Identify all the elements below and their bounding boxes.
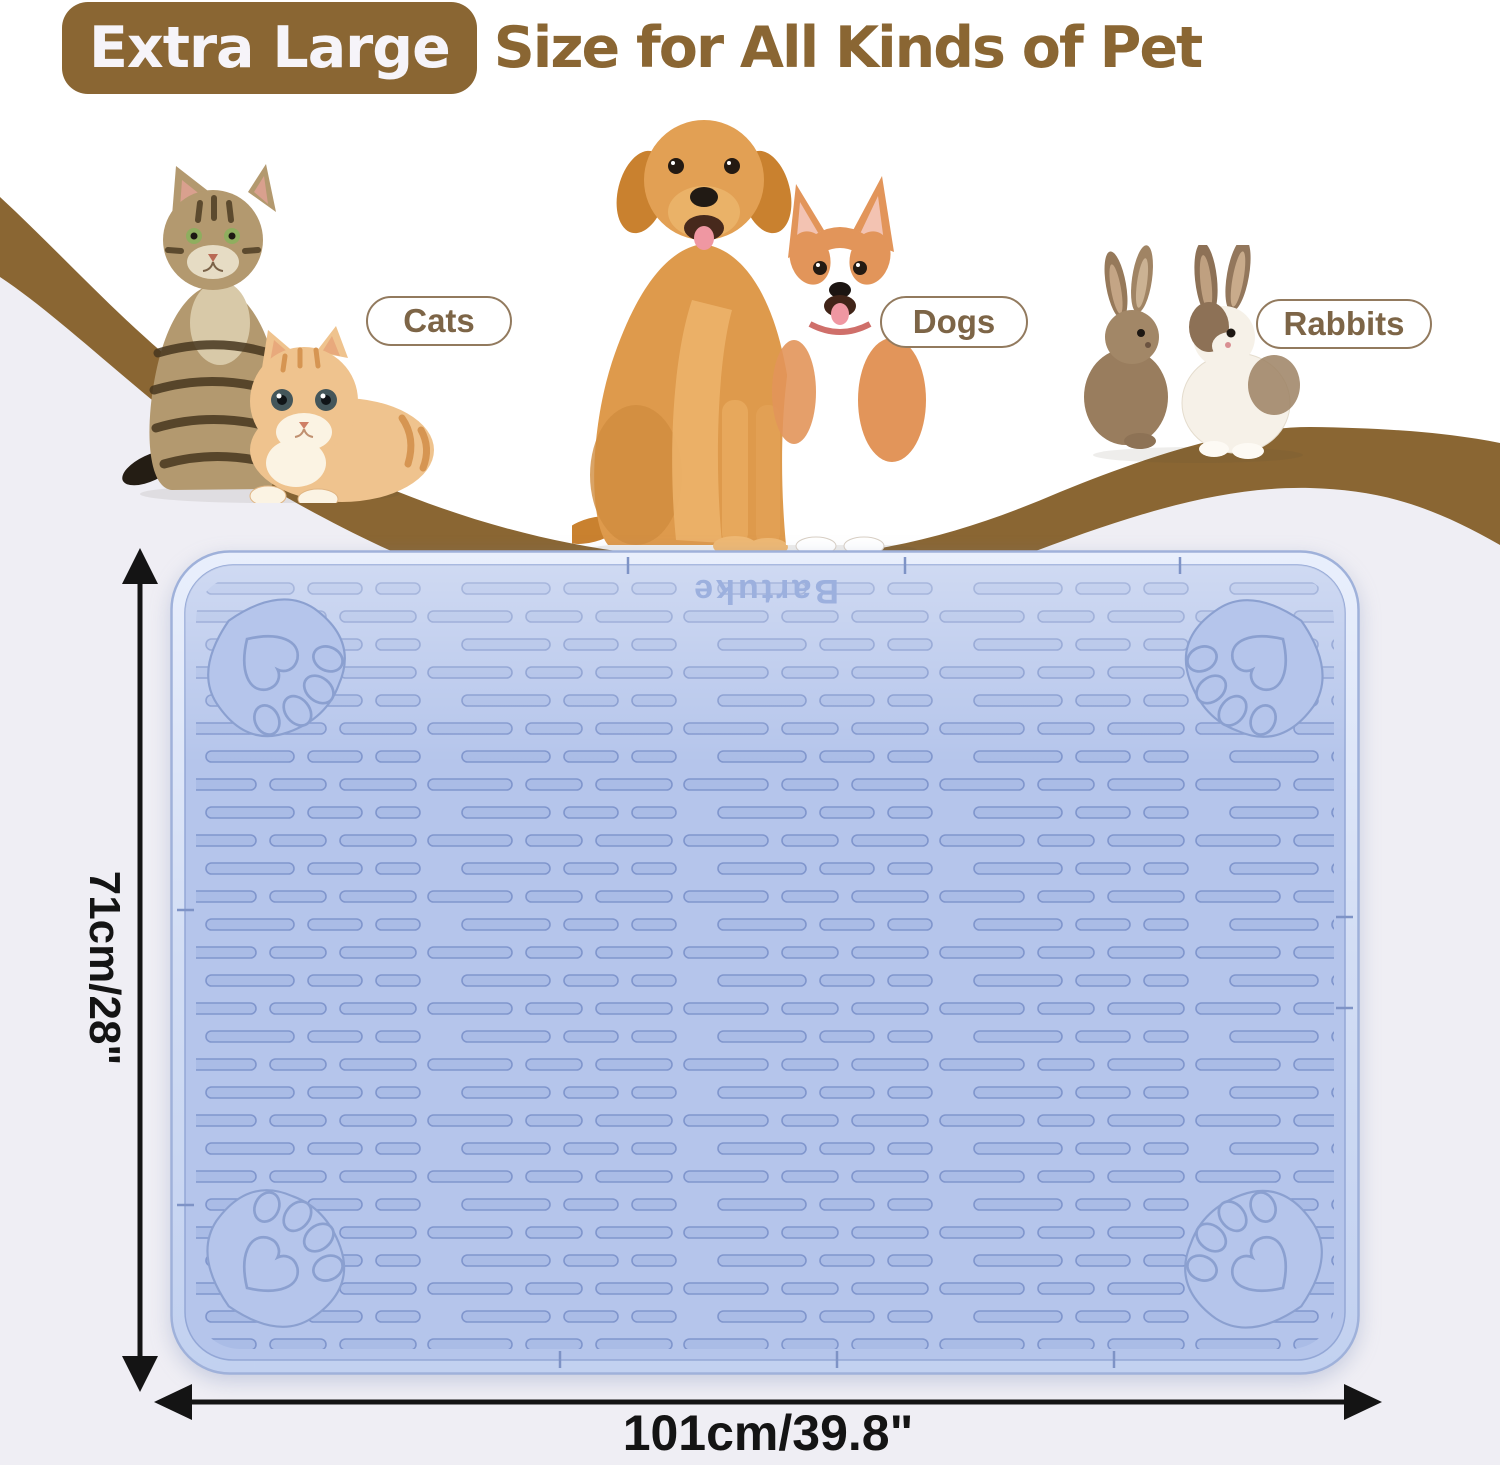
dogs-illustration [572,120,926,560]
kitten-icon [249,326,434,503]
mat-brand-text: Bartuke [691,572,839,610]
rim-notches [177,557,1353,1368]
cats-illustration [122,164,434,503]
height-dimension-label: 71cm/28" [80,870,129,1066]
pet-label-dogs: Dogs [880,296,1028,348]
pet-feeding-mat: Bartuke [170,550,1360,1375]
golden-retriever-icon [572,120,798,556]
pet-label-cats: Cats [366,296,512,346]
wave-ribbon [0,197,1500,621]
title-text: Size for All Kinds of Pet [493,15,1204,81]
dogs-label: Dogs [912,303,996,340]
width-dimension-arrow [154,1384,1382,1420]
page-title: Extra Large Size for All Kinds of Pet [62,2,1204,94]
width-dimension-label: 101cm/39.8" [622,1405,914,1461]
rabbits-illustration [1084,245,1303,463]
corgi-icon [772,176,926,556]
cats-label: Cats [403,302,475,339]
white-rabbit-icon [1181,245,1300,459]
height-dimension-arrow [122,548,158,1392]
title-badge: Extra Large [62,2,477,94]
rabbits-label: Rabbits [1283,305,1405,342]
pet-label-rabbits: Rabbits [1256,299,1432,349]
brown-rabbit-icon [1084,245,1168,449]
